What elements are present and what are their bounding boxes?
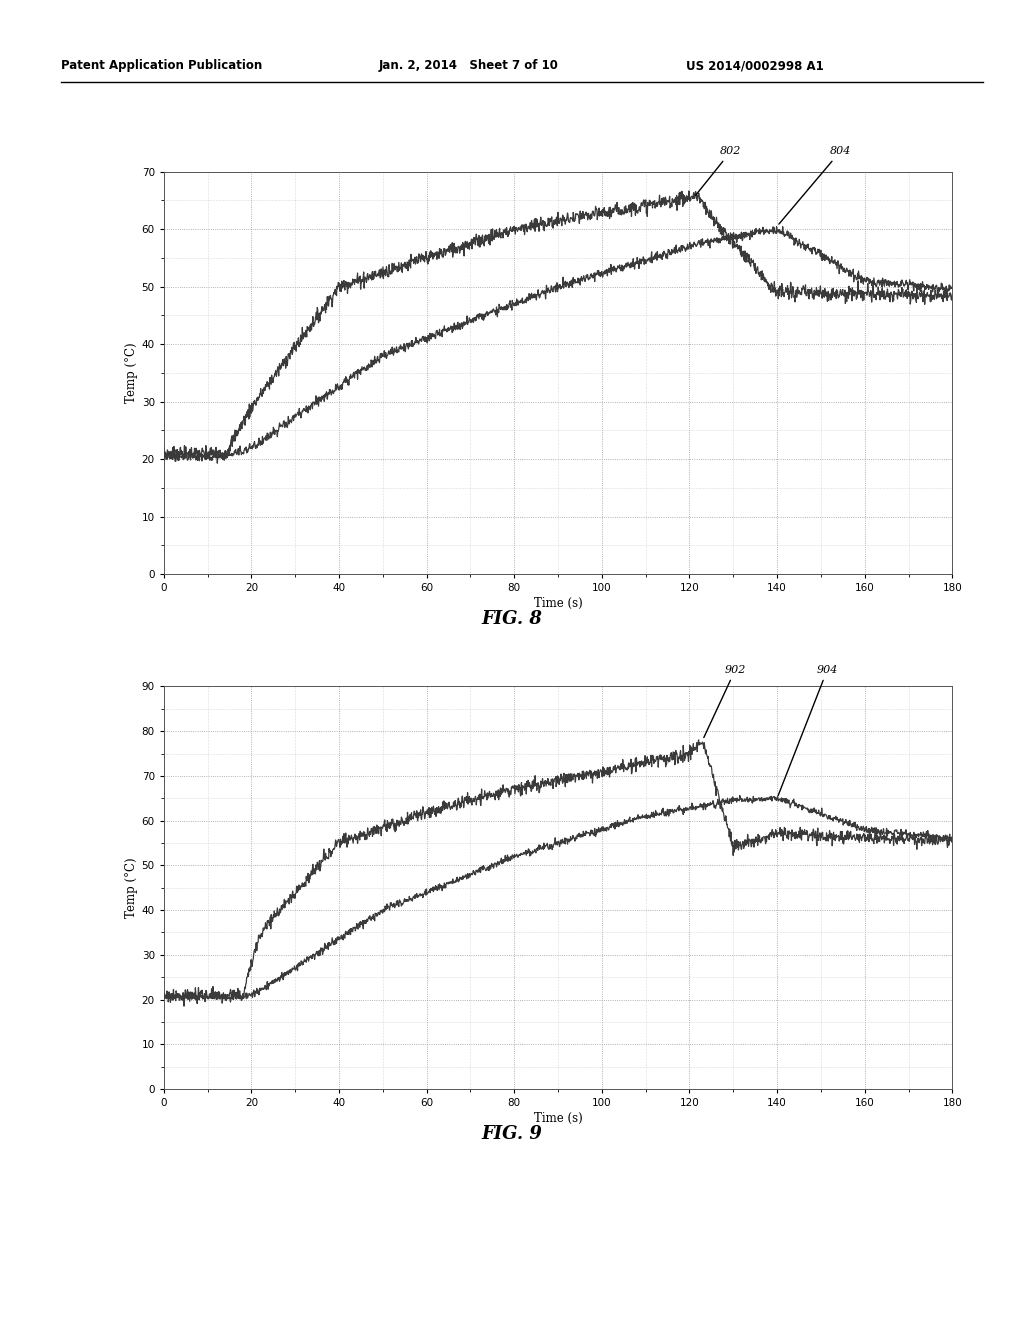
Text: FIG. 9: FIG. 9 — [481, 1125, 543, 1143]
Text: 802: 802 — [695, 147, 741, 195]
Text: Patent Application Publication: Patent Application Publication — [61, 59, 263, 73]
X-axis label: Time (s): Time (s) — [534, 598, 583, 610]
Text: 804: 804 — [779, 147, 851, 224]
Text: Jan. 2, 2014   Sheet 7 of 10: Jan. 2, 2014 Sheet 7 of 10 — [379, 59, 559, 73]
Text: 904: 904 — [778, 665, 838, 796]
Text: 902: 902 — [703, 665, 745, 738]
Text: US 2014/0002998 A1: US 2014/0002998 A1 — [686, 59, 824, 73]
Text: FIG. 8: FIG. 8 — [481, 610, 543, 628]
Y-axis label: Temp (°C): Temp (°C) — [125, 343, 137, 403]
Y-axis label: Temp (°C): Temp (°C) — [125, 858, 137, 917]
X-axis label: Time (s): Time (s) — [534, 1113, 583, 1125]
